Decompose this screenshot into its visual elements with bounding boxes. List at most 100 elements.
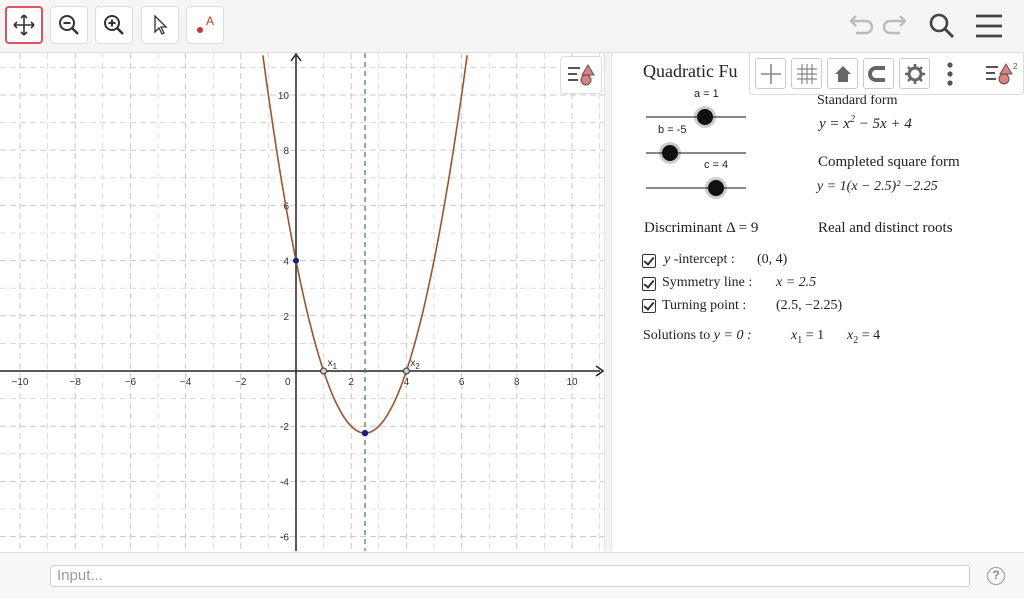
slider-c-label: c = 4 xyxy=(704,159,729,171)
toolbar: A xyxy=(0,0,1024,53)
toggle-grid-button[interactable] xyxy=(791,58,822,89)
completed-square-equation: y = 1(x − 2.5)² −2.25 xyxy=(817,179,938,194)
slider-b-knob[interactable] xyxy=(662,145,678,161)
symmetry-line-label: Symmetry line : xyxy=(662,275,753,290)
style-bar-icon: 2 xyxy=(986,62,1018,85)
y-axis-arrow xyxy=(290,53,302,62)
y-intercept-text: -intercept : xyxy=(670,252,735,267)
svg-text:A: A xyxy=(206,14,214,28)
sol2-sub: 2 xyxy=(853,334,859,346)
more-options-button[interactable] xyxy=(946,61,954,87)
y-intercept-value: (0, 4) xyxy=(757,252,788,267)
zoom-in-icon xyxy=(104,15,124,35)
svg-text:2: 2 xyxy=(1013,62,1018,71)
point-tool-button[interactable]: A xyxy=(186,6,224,44)
y-intercept-checkbox[interactable] xyxy=(642,254,656,268)
magnet-icon xyxy=(867,65,885,82)
slider-a-label: a = 1 xyxy=(694,88,719,100)
y-tick-label: 10 xyxy=(278,91,290,102)
graphics-view[interactable]: −10 −8 −6 −4 −2 0 2 4 6 8 10 10 8 6 4 2 -2 -4 -6 x1 x2 xyxy=(0,53,604,551)
search-button[interactable] xyxy=(925,10,959,42)
select-button[interactable] xyxy=(141,6,179,44)
style-bar-icon xyxy=(568,64,595,86)
x-tick-label: 10 xyxy=(566,377,578,388)
algebra-style-toggle-button[interactable]: 2 xyxy=(984,59,1020,89)
axes-icon xyxy=(760,63,781,84)
y-tick-label: 8 xyxy=(283,146,289,157)
menu-button[interactable] xyxy=(972,10,1006,42)
redo-button[interactable] xyxy=(880,10,914,42)
home-icon xyxy=(834,65,851,82)
y-tick-label: -6 xyxy=(280,533,289,544)
view-divider[interactable] xyxy=(604,53,612,551)
root-label-2: x2 xyxy=(410,358,420,371)
turning-point-label: Turning point : xyxy=(662,298,747,313)
grid-icon xyxy=(796,63,817,84)
input-bar: Input... ? xyxy=(0,552,1024,599)
input-field[interactable]: Input... xyxy=(50,565,970,587)
grid-lines xyxy=(0,53,604,551)
x-tick-label: −6 xyxy=(125,377,137,388)
solutions-equation: y = 0 : xyxy=(713,328,752,343)
sol1-var: x xyxy=(791,328,798,343)
x-tick-label: −4 xyxy=(180,377,192,388)
slider-c-track xyxy=(646,187,746,189)
pointer-arrow-icon xyxy=(154,14,168,35)
y-tick-label: -4 xyxy=(280,477,289,488)
standard-form-equation: y = x2 − 5x + 4 xyxy=(819,114,912,133)
search-icon xyxy=(929,13,955,39)
toggle-axes-button[interactable] xyxy=(755,58,786,89)
turning-point-value: (2.5, −2.25) xyxy=(776,298,843,313)
discriminant-text: Discriminant Δ = 9 xyxy=(644,220,759,236)
x-tick-label: 8 xyxy=(514,377,520,388)
sol2-value: = 4 xyxy=(858,328,881,343)
solution-x2: x2 = 4 xyxy=(847,328,880,346)
help-icon[interactable]: ? xyxy=(987,567,1005,585)
undo-button[interactable] xyxy=(842,10,876,42)
solutions-label-text: Solutions to xyxy=(643,328,711,343)
x-tick-label: −10 xyxy=(12,377,29,388)
solutions-label: Solutions to y = 0 : xyxy=(643,328,752,344)
symmetry-line-value: x = 2.5 xyxy=(776,275,817,290)
sol2-var: x xyxy=(847,328,854,343)
move-graphics-button[interactable] xyxy=(5,6,43,44)
graphics-settings-button[interactable] xyxy=(899,58,930,89)
special-points: x1 x2 xyxy=(293,257,420,437)
gear-icon xyxy=(904,63,925,84)
y-tick-label: -2 xyxy=(280,422,289,433)
standard-form-pre: y = x xyxy=(819,116,850,132)
redo-icon xyxy=(882,15,907,35)
standard-form-label: Standard form xyxy=(817,93,898,108)
y-intercept-var: y xyxy=(664,252,671,267)
root-point-2[interactable] xyxy=(402,367,410,375)
x-tick-label: 4 xyxy=(404,377,410,388)
x-tick-label: 0 xyxy=(285,377,291,388)
symmetry-line-checkbox[interactable] xyxy=(642,277,656,291)
zoom-out-icon xyxy=(59,15,79,35)
y-tick-label: 2 xyxy=(283,312,289,323)
menu-icon xyxy=(976,14,1002,38)
y-intercept-label: y -intercept : xyxy=(664,252,735,268)
point-tool-icon: A xyxy=(197,14,214,33)
root-label-1: x1 xyxy=(328,358,338,371)
slider-a-knob[interactable] xyxy=(697,109,713,125)
x-tick-label: −8 xyxy=(69,377,81,388)
root-point-1[interactable] xyxy=(320,367,328,375)
home-view-button[interactable] xyxy=(827,58,858,89)
point-capturing-button[interactable] xyxy=(863,58,894,89)
solution-x1: x1 = 1 xyxy=(791,328,824,346)
style-bar-toggle-button[interactable] xyxy=(560,56,602,94)
zoom-out-button[interactable] xyxy=(50,6,88,44)
panel-title: Quadratic Fu xyxy=(643,61,738,81)
zoom-in-button[interactable] xyxy=(95,6,133,44)
undo-icon xyxy=(849,15,874,35)
turning-point-checkbox[interactable] xyxy=(642,299,656,313)
slider-a-track xyxy=(646,116,746,118)
turning-point[interactable] xyxy=(361,429,369,437)
graphics-style-toolbar: 2 xyxy=(749,53,1024,95)
move-arrows-icon xyxy=(13,14,35,36)
y-intercept-point[interactable] xyxy=(293,257,299,264)
slider-c-knob[interactable] xyxy=(708,180,724,196)
sol1-sub: 1 xyxy=(797,334,803,346)
